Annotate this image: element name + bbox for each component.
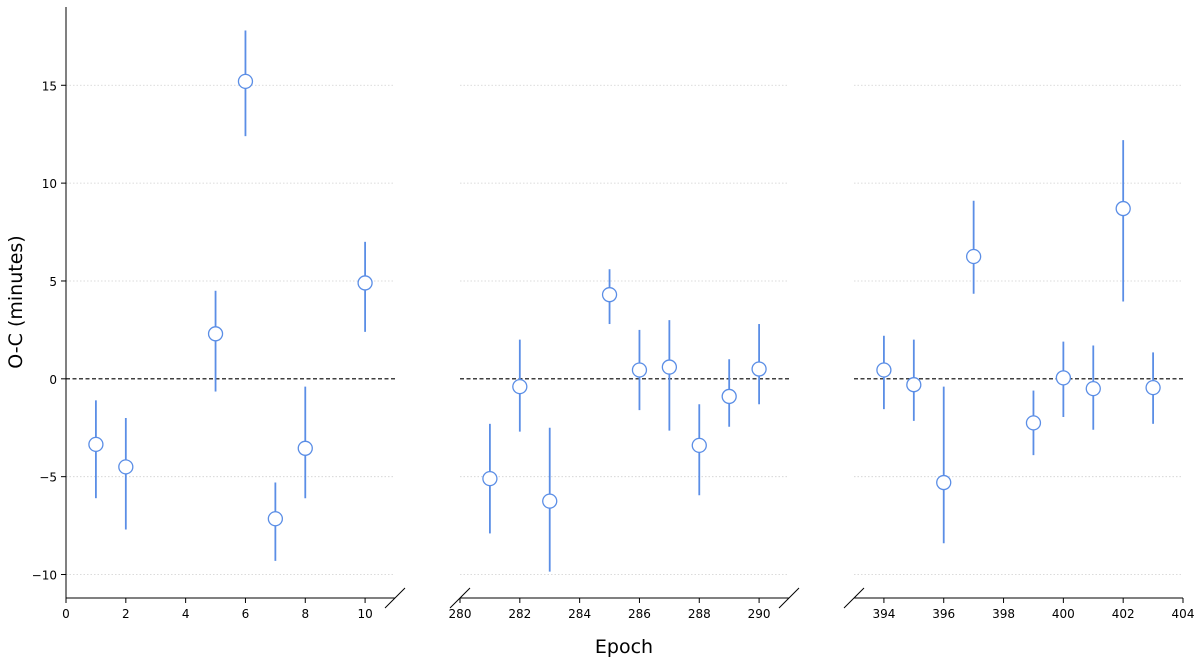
data-point [751, 361, 767, 377]
y-tick-label: 15 [42, 79, 57, 93]
x-tick-label: 8 [301, 607, 309, 621]
x-tick-label: 290 [748, 607, 771, 621]
data-point [237, 73, 254, 90]
y-tick-label: −5 [39, 471, 57, 485]
x-tick-label: 280 [449, 607, 472, 621]
x-tick-label: 6 [242, 607, 250, 621]
x-tick-label: 396 [932, 607, 955, 621]
x-tick-label: 282 [508, 607, 531, 621]
y-tick-label: −10 [32, 569, 57, 583]
axis-break-mark [384, 587, 406, 609]
x-tick-label: 402 [1112, 607, 1135, 621]
data-point [1055, 370, 1072, 386]
data-point [512, 378, 528, 395]
x-tick-label: 404 [1172, 607, 1195, 621]
data-point [482, 470, 498, 487]
data-point [357, 275, 373, 291]
data-point [297, 440, 313, 456]
x-tick-label: 288 [688, 607, 711, 621]
y-tick-label: 5 [49, 275, 57, 289]
x-axis-title: Epoch [595, 636, 653, 658]
data-points [88, 30, 1161, 572]
data-point [906, 377, 922, 393]
data-point [1025, 415, 1042, 431]
data-point [118, 459, 134, 475]
data-point [631, 362, 648, 378]
data-point [601, 287, 618, 303]
data-point [88, 436, 104, 453]
x-tick-label: 2 [122, 607, 130, 621]
x-tick-label: 398 [992, 607, 1015, 621]
data-point [721, 388, 737, 405]
data-point [207, 326, 224, 342]
data-point [1085, 380, 1101, 397]
axes: −10 −5 0 5 10 15 0 2 4 6 8 10 280 282 284 286 288 290 394 3… [32, 7, 1195, 621]
x-tick-label: 4 [182, 607, 190, 621]
data-point [965, 248, 982, 265]
axis-break-mark [843, 587, 865, 609]
data-point [661, 359, 678, 375]
x-tick-label: 10 [357, 607, 372, 621]
data-point [542, 493, 558, 509]
data-point [1145, 379, 1161, 396]
axis-break-mark [778, 587, 800, 609]
data-point [691, 437, 707, 454]
y-axis-title: O-C (minutes) [5, 235, 27, 368]
grid-lines [66, 84, 1183, 575]
x-tick-label: 0 [62, 607, 70, 621]
data-point [876, 362, 892, 378]
x-tick-label: 394 [872, 607, 895, 621]
x-tick-label: 286 [628, 607, 651, 621]
y-tick-label: 0 [49, 373, 57, 387]
x-tick-label: 284 [568, 607, 591, 621]
x-tick-label: 400 [1052, 607, 1075, 621]
data-point [267, 511, 284, 527]
data-point [1115, 200, 1131, 217]
data-point [936, 474, 952, 491]
y-tick-label: 10 [42, 177, 57, 191]
